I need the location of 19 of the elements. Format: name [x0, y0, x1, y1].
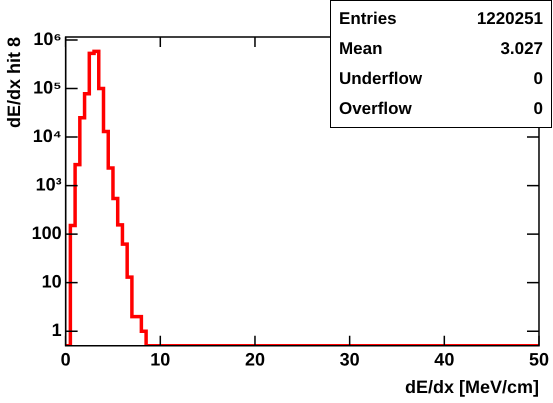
y-tick-label: 100: [32, 223, 62, 244]
text: Entries 1220251: [339, 9, 543, 28]
y-tick-label: 10³: [36, 174, 62, 195]
x-tick-label: 0: [60, 350, 71, 370]
y-axis-title: dE/dx hit 8: [4, 37, 24, 128]
text: Mean 3.027: [339, 39, 543, 58]
y-tick-label: 10⁶: [33, 28, 62, 49]
x-tick-label: 40: [434, 350, 454, 370]
x-tick-label: 10: [150, 350, 170, 370]
text: Underflow 0: [339, 69, 543, 88]
x-axis-title: dE/dx [MeV/cm]: [404, 377, 539, 398]
x-tick-label: 50: [528, 350, 550, 370]
y-tick-label: 10⁵: [33, 77, 62, 98]
y-tick-label: 1: [52, 320, 62, 340]
y-tick-label: 10⁴: [32, 126, 62, 146]
x-tick-label: 30: [340, 350, 360, 370]
x-tick-label: 20: [244, 350, 265, 370]
text: Overflow 0: [339, 99, 543, 118]
y-tick-label: 10: [42, 272, 62, 292]
